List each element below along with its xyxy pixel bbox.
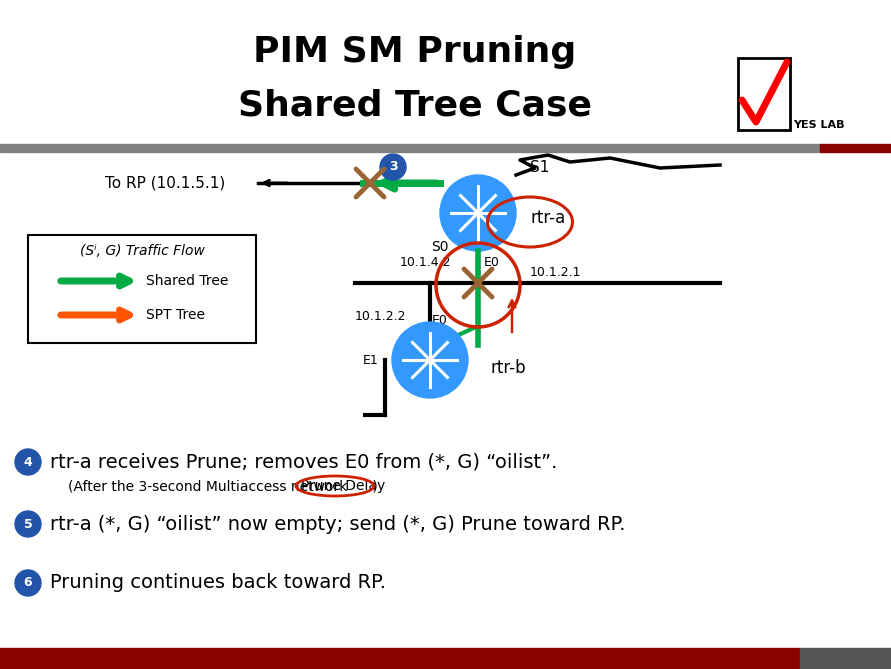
- Bar: [0, 144, 820, 152]
- Text: 4: 4: [24, 456, 32, 468]
- Text: E0: E0: [432, 314, 448, 326]
- Circle shape: [380, 154, 406, 180]
- Text: rtr-a receives Prune; removes E0 from (*, G) “oilist”.: rtr-a receives Prune; removes E0 from (*…: [50, 452, 558, 472]
- Text: Prune Delay: Prune Delay: [301, 479, 385, 493]
- Text: To RP (10.1.5.1): To RP (10.1.5.1): [105, 175, 225, 191]
- Text: E1: E1: [363, 353, 378, 367]
- Text: (Sⁱ, G) Traffic Flow: (Sⁱ, G) Traffic Flow: [79, 244, 204, 258]
- Bar: [820, 144, 891, 152]
- Text: 10.1.2.2: 10.1.2.2: [355, 310, 406, 322]
- Circle shape: [440, 175, 516, 251]
- Text: (After the 3-second Multiaccess network: (After the 3-second Multiaccess network: [68, 479, 352, 493]
- Text: Pruning continues back toward RP.: Pruning continues back toward RP.: [50, 573, 386, 593]
- Text: 10.1.4.2: 10.1.4.2: [400, 256, 452, 270]
- Text: YES LAB: YES LAB: [793, 120, 845, 130]
- Circle shape: [15, 449, 41, 475]
- Text: rtr-a: rtr-a: [530, 209, 565, 227]
- Text: S0: S0: [431, 240, 449, 254]
- Bar: [28, 235, 256, 343]
- Text: 6: 6: [24, 577, 32, 589]
- Text: Shared Tree: Shared Tree: [146, 274, 228, 288]
- Text: Shared Tree Case: Shared Tree Case: [238, 88, 592, 122]
- Text: 3: 3: [388, 161, 397, 173]
- Text: rtr-b: rtr-b: [490, 359, 526, 377]
- Circle shape: [392, 322, 468, 398]
- Bar: [738, 58, 790, 130]
- Text: 10.1.2.1: 10.1.2.1: [530, 266, 582, 280]
- Text: PIM SM Pruning: PIM SM Pruning: [253, 35, 576, 69]
- Text: S1: S1: [530, 161, 550, 175]
- Text: SPT Tree: SPT Tree: [146, 308, 205, 322]
- Circle shape: [15, 511, 41, 537]
- Text: E0: E0: [484, 256, 500, 268]
- Text: .): .): [369, 479, 379, 493]
- Bar: [0, 648, 800, 669]
- Bar: [800, 648, 891, 669]
- Text: rtr-a (*, G) “oilist” now empty; send (*, G) Prune toward RP.: rtr-a (*, G) “oilist” now empty; send (*…: [50, 514, 625, 533]
- Text: 5: 5: [24, 518, 32, 531]
- Circle shape: [15, 570, 41, 596]
